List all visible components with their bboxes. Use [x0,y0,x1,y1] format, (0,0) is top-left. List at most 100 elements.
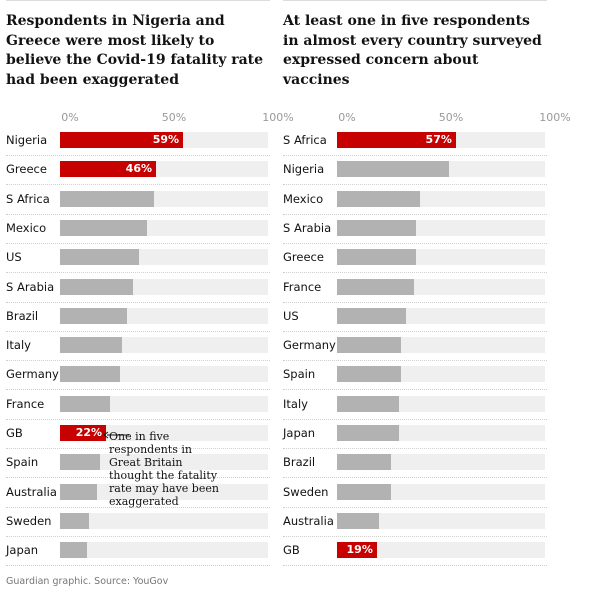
bar-gb [60,425,106,441]
row-divider [283,330,547,332]
category-label: Mexico [6,220,47,235]
category-label: Brazil [283,455,316,470]
category-label: Germany [283,338,336,353]
bar-france [337,278,414,295]
row-divider [6,213,270,215]
bar-row-mexico: Mexico [283,186,547,215]
bar-italy [60,337,123,354]
bar-track: 46% [60,161,268,178]
bar-row-italy: Italy [283,391,547,420]
category-label: GB [283,543,300,558]
bar-spain [337,366,402,383]
bar-germany [60,366,121,383]
bar-row-nigeria: Nigeria [283,156,547,186]
bar-row-s-africa: S Africa 57% [283,127,547,156]
value-label: 22% [75,426,103,439]
tick-label-1: 50% [161,111,187,124]
annotation-line: respondents in [109,443,192,456]
bar-us [60,249,140,266]
bar-track [60,395,268,412]
row-divider [6,301,270,303]
bar-mexico [60,219,148,236]
bar-row-mexico: Mexico [6,215,270,244]
bar-japan [60,542,88,559]
row-divider [6,506,270,508]
bar-track [337,454,545,471]
category-label: Japan [6,543,39,558]
bar-germany [337,337,402,354]
bar-row-australia: Australia [6,479,270,508]
tick-label-2: 100% [539,111,571,124]
row-divider [283,155,547,156]
bar-row-sweden: Sweden [6,508,270,537]
row-divider [6,448,270,449]
value-label: 19% [346,543,373,557]
tick-label-2: 100% [262,111,294,124]
bar-track [337,307,545,324]
bar-track [337,161,545,178]
bar-s-africa [337,132,456,148]
category-label: Spain [6,455,39,470]
category-label: Greece [6,162,47,177]
bar-row-italy: Italy [6,332,270,362]
row-divider [283,565,547,567]
row-divider [6,535,270,537]
value-label: 59% [152,133,180,146]
bar-us [337,307,406,324]
bar-row-australia: Australia [283,508,547,537]
category-label: Nigeria [283,162,325,177]
bar-track: 57% [337,132,545,148]
bar-row-s-africa: S Africa [6,186,270,215]
row-divider [283,535,547,537]
bar-track: 59% [60,132,268,148]
bar-row-france: France [283,274,547,303]
row-divider [283,184,547,186]
bar-sweden [60,512,90,529]
row-divider [6,477,270,479]
bar-row-spain: Spain [283,361,547,391]
category-label: Brazil [6,308,39,323]
bar-row-us: US [283,303,547,332]
bar-row-s-arabia: S Arabia [6,274,270,303]
category-label: S Africa [6,191,50,206]
annotation-line: rate may have been [109,482,219,495]
bar-track [337,190,545,207]
bar-track [60,542,268,559]
bar-track [337,278,545,295]
bar-track [60,219,268,236]
panel-divider [283,0,547,1]
bar-nigeria [60,132,183,148]
bar-spain [60,454,100,471]
bar-row-gb: GB 22% [6,420,270,449]
category-label: France [283,279,322,294]
row-divider [6,360,270,362]
row-divider [283,418,547,420]
bar-track [60,278,268,295]
category-label: Japan [283,426,316,440]
category-label: Australia [6,484,57,499]
row-divider [6,565,270,567]
bar-brazil [60,307,127,324]
chart-title: Respondents in Nigeria and Greece were m… [6,13,264,88]
row-divider [283,389,547,391]
row-divider [283,506,547,508]
bar-row-greece: Greece [283,244,547,274]
bar-track [337,512,545,529]
bar-row-greece: Greece 46% [6,156,270,186]
bar-australia [337,512,379,529]
bar-track [60,337,268,354]
row-divider [283,301,547,303]
bar-row-nigeria: Nigeria 59% [6,127,270,156]
gb-annotation: One in five respondents in Great Britain th… [109,430,219,508]
bar-track [337,366,545,383]
bar-track [337,337,545,354]
row-divider [6,330,270,332]
category-label: Spain [283,367,316,382]
bar-sweden [337,483,392,500]
row-divider [6,272,270,274]
bar-japan [337,425,400,441]
category-label: Sweden [6,513,52,528]
category-label: S Africa [283,133,327,147]
bar-row-japan: Japan [283,420,547,449]
bar-nigeria [337,161,450,178]
